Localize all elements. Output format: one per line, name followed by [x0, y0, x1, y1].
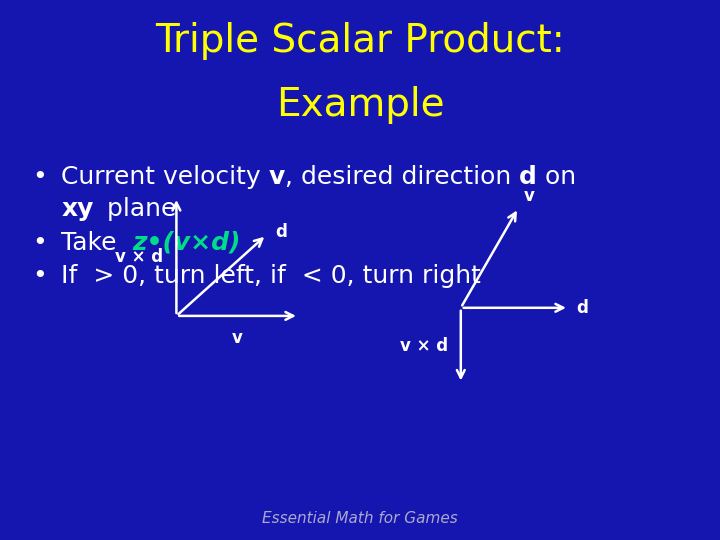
Text: •: •: [32, 264, 47, 287]
Text: z•(v×d): z•(v×d): [132, 231, 240, 254]
Text: Triple Scalar Product:: Triple Scalar Product:: [155, 22, 565, 59]
Text: If  > 0, turn left, if  < 0, turn right: If > 0, turn left, if < 0, turn right: [61, 264, 481, 287]
Text: v: v: [524, 187, 535, 205]
Text: •: •: [32, 231, 47, 254]
Text: on: on: [537, 165, 576, 188]
Text: , desired direction: , desired direction: [285, 165, 519, 188]
Text: v × d: v × d: [115, 247, 163, 266]
Text: d: d: [576, 299, 588, 317]
Text: Current velocity: Current velocity: [61, 165, 269, 188]
Text: v: v: [232, 329, 243, 347]
Text: v: v: [269, 165, 285, 188]
Text: Example: Example: [276, 86, 444, 124]
Text: Essential Math for Games: Essential Math for Games: [262, 511, 458, 526]
Text: •: •: [32, 165, 47, 188]
Text: Take: Take: [61, 231, 140, 254]
Text: d: d: [275, 223, 287, 241]
Text: d: d: [519, 165, 537, 188]
Text: plane: plane: [99, 197, 176, 221]
Text: xy: xy: [61, 197, 94, 221]
Text: v × d: v × d: [400, 336, 448, 355]
